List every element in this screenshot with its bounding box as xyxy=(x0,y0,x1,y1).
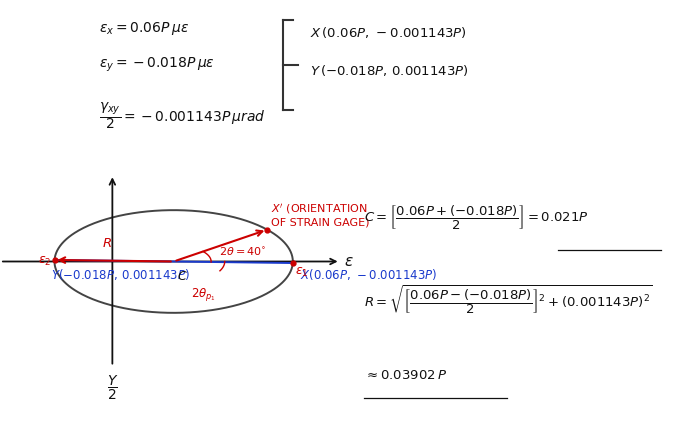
Text: $2\theta=40^{\circ}$: $2\theta=40^{\circ}$ xyxy=(219,246,266,258)
Text: $R = \sqrt{\left[\dfrac{0.06P - (-0.018P)}{2}\right]^2 + (0.001143P)^2}$: $R = \sqrt{\left[\dfrac{0.06P - (-0.018P… xyxy=(364,284,653,317)
Text: $C$: $C$ xyxy=(177,270,188,283)
Text: $\varepsilon$: $\varepsilon$ xyxy=(344,254,353,269)
Text: $\varepsilon_y = -0.018P\,\mu\varepsilon$: $\varepsilon_y = -0.018P\,\mu\varepsilon… xyxy=(99,56,215,74)
Text: $X'$ (ORIENTATION
OF STRAIN GAGE): $X'$ (ORIENTATION OF STRAIN GAGE) xyxy=(270,202,369,228)
Text: $\dfrac{\gamma_{xy}}{2} = -0.001143P\,\mu rad$: $\dfrac{\gamma_{xy}}{2} = -0.001143P\,\m… xyxy=(99,101,266,131)
Text: $\varepsilon_1$: $\varepsilon_1$ xyxy=(295,266,308,279)
Text: $Y\,(-0.018P,\,0.001143P)$: $Y\,(-0.018P,\,0.001143P)$ xyxy=(310,63,469,78)
Text: $X(0.06P,\,-0.001143P)$: $X(0.06P,\,-0.001143P)$ xyxy=(300,267,437,283)
Text: $R$: $R$ xyxy=(102,236,112,249)
Text: $X\,(0.06P,\,-0.001143P)$: $X\,(0.06P,\,-0.001143P)$ xyxy=(310,25,466,40)
Text: $C = \left[\dfrac{0.06P + (-0.018P)}{2}\right] = 0.021P$: $C = \left[\dfrac{0.06P + (-0.018P)}{2}\… xyxy=(364,203,589,232)
Text: $\varepsilon_x = 0.06P\,\mu\varepsilon$: $\varepsilon_x = 0.06P\,\mu\varepsilon$ xyxy=(99,20,189,37)
Text: $Y(-0.018P,\,0.001143P)$: $Y(-0.018P,\,0.001143P)$ xyxy=(51,267,190,282)
Text: $\approx 0.03902\,P$: $\approx 0.03902\,P$ xyxy=(364,369,447,382)
Text: $\varepsilon_2$: $\varepsilon_2$ xyxy=(37,255,51,268)
Text: $\dfrac{Y}{2}$: $\dfrac{Y}{2}$ xyxy=(107,373,118,401)
Text: $2\theta_{p_1}$: $2\theta_{p_1}$ xyxy=(191,286,216,303)
